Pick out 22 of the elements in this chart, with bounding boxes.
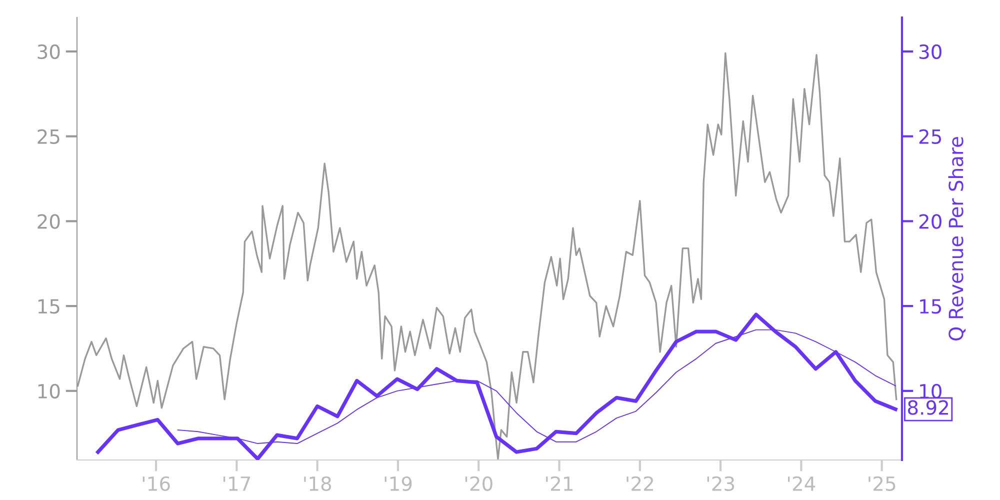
y-tick-label: 20 (38, 214, 60, 229)
x-tick-label: '21 (546, 476, 573, 491)
y2-tick-label: 30 (919, 44, 942, 60)
x-tick-label: '19 (384, 476, 412, 492)
y-tick-label: 30 (38, 44, 60, 60)
y2-axis-title: Q Revenue Per Share (948, 136, 966, 340)
y2-tick-label: 15 (920, 299, 942, 314)
y-tick-label: 10 (38, 384, 60, 399)
x-tick-label: '17 (224, 476, 250, 491)
x-tick-label: '25 (868, 476, 896, 492)
y2-tick-label: 25 (919, 129, 942, 144)
line-series (96, 312, 898, 460)
x-tick-label: '16 (142, 476, 170, 492)
x-tick-label: '23 (707, 476, 734, 492)
x-tick-label: '22 (626, 476, 653, 491)
x-tick-label: '18 (304, 476, 332, 492)
y2-tick-label: 20 (919, 214, 942, 229)
y-tick-label: 15 (38, 299, 60, 314)
x-tick-label: '20 (465, 476, 492, 492)
x-tick-label: '24 (788, 476, 816, 491)
annotation: 8.92 (908, 400, 948, 415)
y-tick-label: 25 (38, 129, 60, 144)
